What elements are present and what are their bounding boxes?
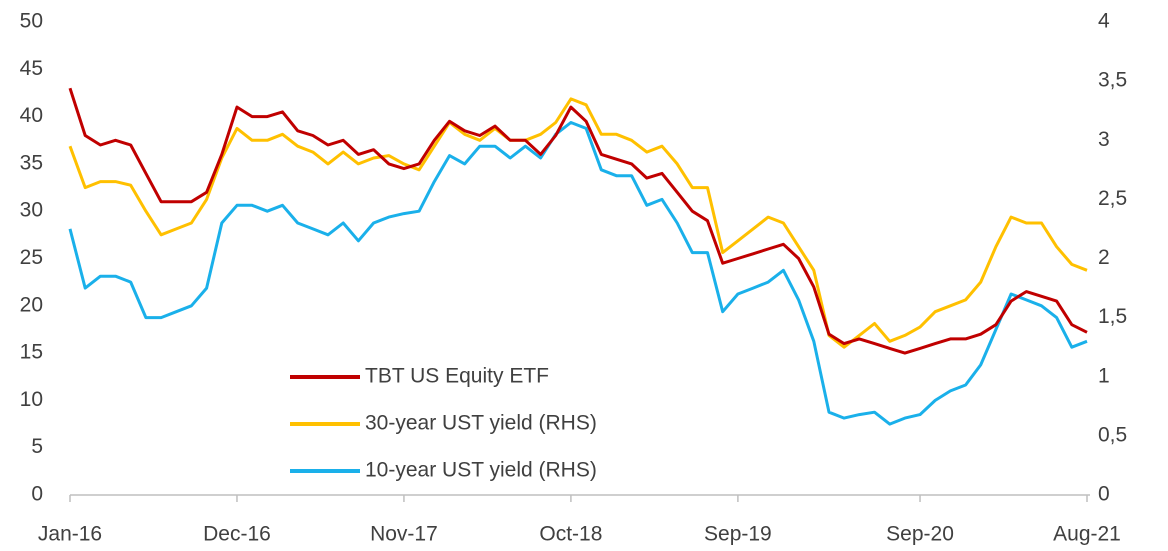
legend-label: TBT US Equity ETF xyxy=(365,365,549,388)
y-tick-label: 25 xyxy=(20,246,43,269)
x-tick-label: Oct-18 xyxy=(539,523,602,546)
x-tick-label: Sep-20 xyxy=(886,523,954,546)
y-tick-label: 50 xyxy=(20,10,43,33)
series-line xyxy=(68,97,1088,349)
y-tick-label: 35 xyxy=(20,151,43,174)
y-tick-label: 15 xyxy=(20,341,43,364)
y-tick-label: 5 xyxy=(31,435,43,458)
y-tick-label: 20 xyxy=(20,293,43,316)
y-tick-label: 30 xyxy=(20,199,43,222)
series-line xyxy=(68,87,1088,355)
x-tick-label: Jan-16 xyxy=(38,523,102,546)
x-tick-label: Sep-19 xyxy=(704,523,772,546)
x-tick-label: Aug-21 xyxy=(1053,523,1121,546)
y2-tick-label: 1,5 xyxy=(1098,305,1127,328)
y-tick-label: 40 xyxy=(20,104,43,127)
y-tick-label: 10 xyxy=(20,388,43,411)
series-line xyxy=(68,121,1088,426)
y-tick-label: 45 xyxy=(20,57,43,80)
y2-tick-label: 2 xyxy=(1098,246,1110,269)
x-tick-label: Nov-17 xyxy=(370,523,438,546)
legend-label: 10-year UST yield (RHS) xyxy=(365,459,597,482)
y2-tick-label: 4 xyxy=(1098,10,1110,33)
y2-tick-label: 2,5 xyxy=(1098,187,1127,210)
y2-tick-label: 1 xyxy=(1098,364,1110,387)
y2-tick-label: 0,5 xyxy=(1098,423,1127,446)
y2-tick-label: 3,5 xyxy=(1098,69,1127,92)
y2-tick-label: 0 xyxy=(1098,483,1110,506)
x-tick-label: Dec-16 xyxy=(203,523,271,546)
y-tick-label: 0 xyxy=(31,483,43,506)
y2-tick-label: 3 xyxy=(1098,128,1110,151)
legend-label: 30-year UST yield (RHS) xyxy=(365,412,597,435)
